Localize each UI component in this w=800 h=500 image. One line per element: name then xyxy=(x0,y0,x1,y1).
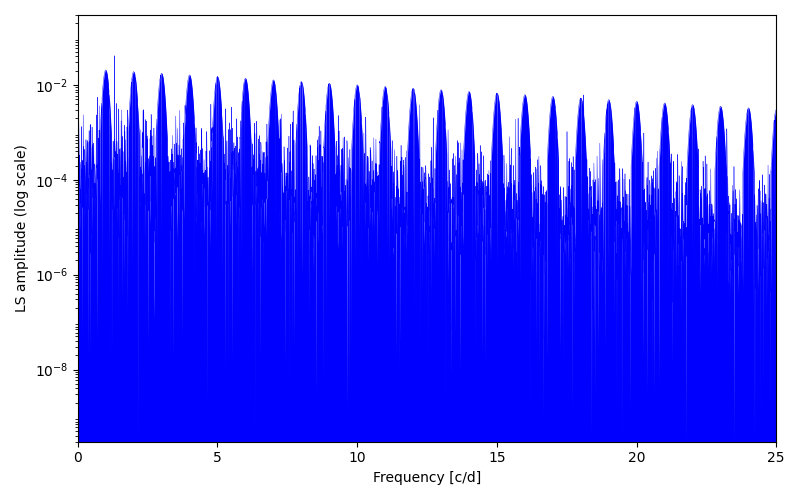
X-axis label: Frequency [c/d]: Frequency [c/d] xyxy=(373,471,481,485)
Y-axis label: LS amplitude (log scale): LS amplitude (log scale) xyxy=(15,144,29,312)
